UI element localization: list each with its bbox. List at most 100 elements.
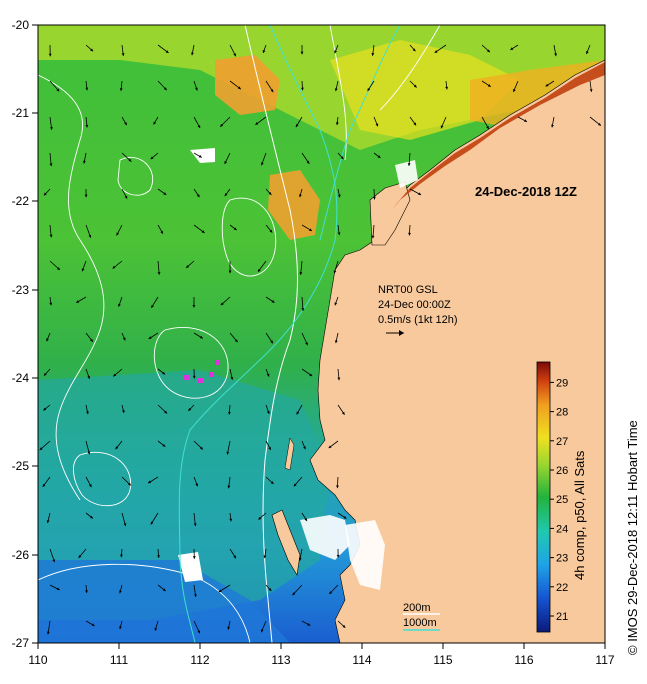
y-tick-label: -27 [12, 636, 30, 650]
cloud-patch-2 [178, 552, 203, 582]
current-arrow-head [49, 302, 53, 306]
current-arrow-head [258, 268, 261, 272]
map-frame [37, 24, 606, 644]
current-arrow-head [76, 300, 80, 303]
contour-line-4 [329, 25, 347, 161]
cloud-patch-5 [395, 160, 418, 188]
colorbar-tick-label: 21 [556, 611, 568, 623]
current-arrow-head [46, 631, 50, 635]
current-arrow-head [227, 626, 231, 630]
current-arrow-head [118, 303, 121, 307]
current-arrow-head [303, 446, 306, 450]
current-arrow-head [486, 125, 489, 129]
current-arrow-head [163, 192, 167, 195]
coastal-warm-strip [392, 62, 605, 210]
current-arrow-head [56, 587, 60, 591]
current-arrow-head [49, 234, 53, 238]
current-arrow-head [162, 371, 166, 375]
land-island [284, 437, 295, 471]
current-arrow-head [200, 446, 203, 450]
current-arrow-head [148, 336, 152, 339]
buoy-marker-1 [215, 360, 220, 365]
current-arrow-head [119, 626, 122, 630]
current-arrow-head [85, 590, 88, 593]
contour-legend: 200m 1000m [403, 602, 440, 631]
current-arrow-head [258, 516, 262, 520]
current-arrow-head [367, 88, 371, 92]
colorbar-tick-label: 24 [556, 523, 568, 535]
current-arrow-head [486, 49, 490, 53]
colorbar-tick-label: 26 [556, 465, 568, 477]
current-arrow-head [39, 447, 43, 451]
current-arrow-head [306, 160, 310, 164]
contour-line-5 [379, 25, 441, 111]
current-arrow-head [56, 88, 60, 92]
current-arrow-head [81, 268, 85, 272]
current-arrow-head [192, 556, 196, 559]
current-arrow-head [78, 555, 82, 558]
current-arrow-head [586, 51, 589, 55]
contour-1000m-line-2 [319, 25, 401, 241]
current-arrow-head [372, 196, 376, 200]
current-arrow-head [42, 483, 46, 487]
current-arrow-head [329, 591, 333, 595]
current-arrow-head [554, 53, 557, 57]
current-arrow-head [226, 451, 230, 455]
current-arrow-head [334, 340, 338, 344]
current-arrow-head [227, 411, 231, 415]
current-arrow-head [43, 192, 47, 196]
colorbar-tick-label: 23 [556, 553, 568, 565]
current-arrow-head [83, 160, 86, 164]
current-arrow-head [121, 53, 125, 56]
current-arrow-head [123, 523, 127, 527]
current-arrow-head [191, 52, 194, 56]
current-arrow-head [340, 156, 344, 160]
credit-text: © IMOS 29-Dec-2018 12:11 Hobart Time [625, 420, 640, 655]
colorbar-tick-label: 25 [556, 494, 568, 506]
current-arrow-head [84, 194, 88, 198]
current-arrow-head [43, 407, 47, 411]
contour-loop-1 [117, 156, 154, 196]
current-arrow-head [341, 411, 345, 415]
warm-patch-orange-2 [268, 170, 320, 240]
current-arrow-head [192, 375, 196, 379]
current-arrow-head [87, 451, 91, 455]
current-arrow-head [270, 481, 274, 484]
current-info: NRT00 GSL 24-Dec 00:00Z 0.5m/s (1kt 12h) [378, 284, 457, 336]
current-arrow-head [301, 308, 305, 311]
current-arrow-head [160, 230, 163, 234]
current-arrow-head [196, 194, 200, 198]
current-arrow-head [334, 302, 338, 306]
current-arrow-head [88, 234, 92, 238]
current-arrow-head [128, 158, 132, 162]
current-arrow-head [305, 342, 308, 346]
x-tick-label: 116 [514, 653, 533, 667]
current-arrow-head [337, 232, 341, 236]
current-arrow-head [237, 86, 241, 90]
current-arrow-head [233, 555, 236, 559]
current-arrow-head [510, 47, 514, 50]
current-arrow-head [233, 227, 237, 231]
current-scale: 0.5m/s (1kt 12h) [378, 314, 457, 326]
current-arrow-head [157, 271, 161, 275]
current-arrow-head [90, 48, 94, 52]
current-arrow-head [545, 83, 549, 87]
current-arrow-head [334, 88, 338, 92]
current-arrow-head [220, 302, 224, 306]
current-arrow-head [413, 84, 417, 88]
current-arrow-head [234, 339, 238, 343]
current-arrow-head [90, 338, 93, 342]
contour-200m-line [244, 25, 298, 643]
y-axis: -20 -21 -22 -23 -24 -25 -26 -27 [12, 18, 38, 650]
current-arrow-head [440, 125, 444, 129]
current-arrow-head [57, 267, 60, 270]
current-arrow-head [228, 270, 232, 274]
current-arrow-head [197, 630, 201, 634]
contour-200m-label: 200m [403, 602, 431, 614]
cloud-patch-4 [345, 520, 385, 590]
current-arrow-head [309, 373, 313, 377]
colorbar-tick-label: 22 [556, 582, 568, 594]
cool-water-south [38, 370, 330, 620]
current-arrow-head [186, 265, 190, 268]
current-arrow-head [268, 192, 272, 195]
